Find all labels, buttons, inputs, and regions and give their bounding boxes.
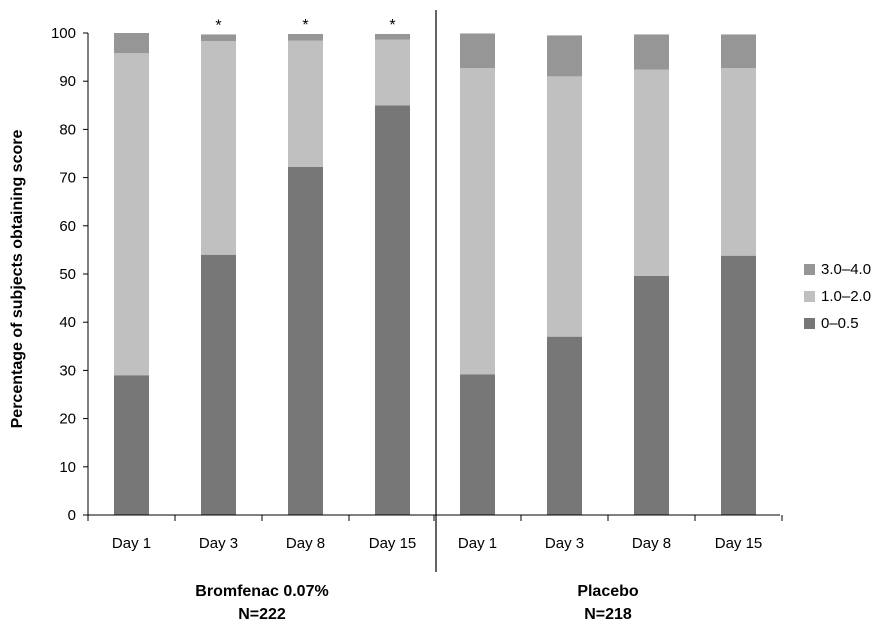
x-tick-label-g1-c1: Day 3 (545, 535, 584, 552)
bar-segment-g1-c2-s1 (634, 69, 669, 276)
bar-segment-g0-c0-s2 (114, 33, 149, 54)
group-label-line1-1: Placebo (577, 583, 639, 600)
legend-label-0: 3.0–4.0 (821, 261, 871, 278)
bar-segment-g1-c1-s1 (547, 76, 582, 337)
labels-layer: Day 1 Day 3 * Day 8 * Day 15 * Bromfenac 0.07% N… (9, 17, 762, 623)
bar-segment-g0-c3-s1 (375, 39, 410, 106)
legend-swatch-1 (804, 291, 815, 302)
x-tick-label-g0-c3: Day 15 (369, 535, 417, 552)
significance-marker-g0-c3: * (389, 17, 395, 34)
y-tick-label-5: 50 (59, 266, 76, 283)
legend-label-1: 1.0–2.0 (821, 288, 871, 305)
significance-marker-g0-c1: * (215, 17, 221, 34)
bar-segment-g0-c3-s0 (375, 105, 410, 516)
x-tick-label-g1-c0: Day 1 (458, 535, 497, 552)
y-tick-label-7: 70 (59, 170, 76, 187)
legend-label-2: 0–0.5 (821, 315, 859, 332)
bar-segment-g1-c0-s0 (460, 374, 495, 515)
x-tick-label-g0-c2: Day 8 (286, 535, 325, 552)
bar-segment-g0-c2-s1 (288, 40, 323, 167)
bar-segment-g1-c3-s0 (721, 255, 756, 515)
y-tick-label-9: 90 (59, 73, 76, 90)
bar-segment-g1-c3-s2 (721, 34, 756, 69)
bar-segment-g0-c0-s1 (114, 53, 149, 376)
y-tick-label-3: 30 (59, 362, 76, 379)
y-tick-label-10: 100 (51, 25, 76, 42)
group-label-line1-0: Bromfenac 0.07% (195, 583, 328, 600)
legend: 3.0–4.0 1.0–2.0 0–0.5 (804, 261, 871, 332)
bar-segment-g0-c1-s0 (201, 254, 236, 515)
bar-segment-g1-c2-s0 (634, 275, 669, 515)
y-tick-label-2: 20 (59, 411, 76, 428)
x-tick-label-g1-c3: Day 15 (715, 535, 763, 552)
x-tick-label-g0-c0: Day 1 (112, 535, 151, 552)
bar-segment-g1-c1-s2 (547, 35, 582, 77)
group-label-line2-1: N=218 (584, 606, 632, 623)
legend-swatch-2 (804, 318, 815, 329)
y-tick-label-8: 80 (59, 121, 76, 138)
group-label-line2-0: N=222 (238, 606, 286, 623)
y-tick-label-6: 60 (59, 218, 76, 235)
bar-segment-g0-c2-s0 (288, 166, 323, 515)
bars-layer (114, 33, 756, 516)
axes-layer (83, 10, 783, 572)
y-tick-label-0: 0 (68, 507, 76, 524)
bar-segment-g0-c2-s2 (288, 33, 323, 41)
bar-segment-g1-c0-s2 (460, 33, 495, 69)
x-tick-label-g0-c1: Day 3 (199, 535, 238, 552)
x-tick-label-g1-c2: Day 8 (632, 535, 671, 552)
bar-segment-g1-c1-s0 (547, 336, 582, 515)
bar-segment-g0-c3-s2 (375, 33, 410, 40)
bar-segment-g0-c1-s1 (201, 41, 236, 255)
bar-segment-g0-c1-s2 (201, 34, 236, 42)
y-tick-label-1: 10 (59, 459, 76, 476)
y-tick-label-4: 40 (59, 314, 76, 331)
bar-segment-g1-c0-s1 (460, 68, 495, 375)
significance-marker-g0-c2: * (302, 17, 308, 34)
bar-segment-g1-c2-s2 (634, 34, 669, 70)
bar-segment-g1-c3-s1 (721, 68, 756, 256)
legend-swatch-0 (804, 264, 815, 275)
bar-segment-g0-c0-s0 (114, 375, 149, 515)
y-axis-title: Percentage of subjects obtaining score (9, 130, 26, 429)
